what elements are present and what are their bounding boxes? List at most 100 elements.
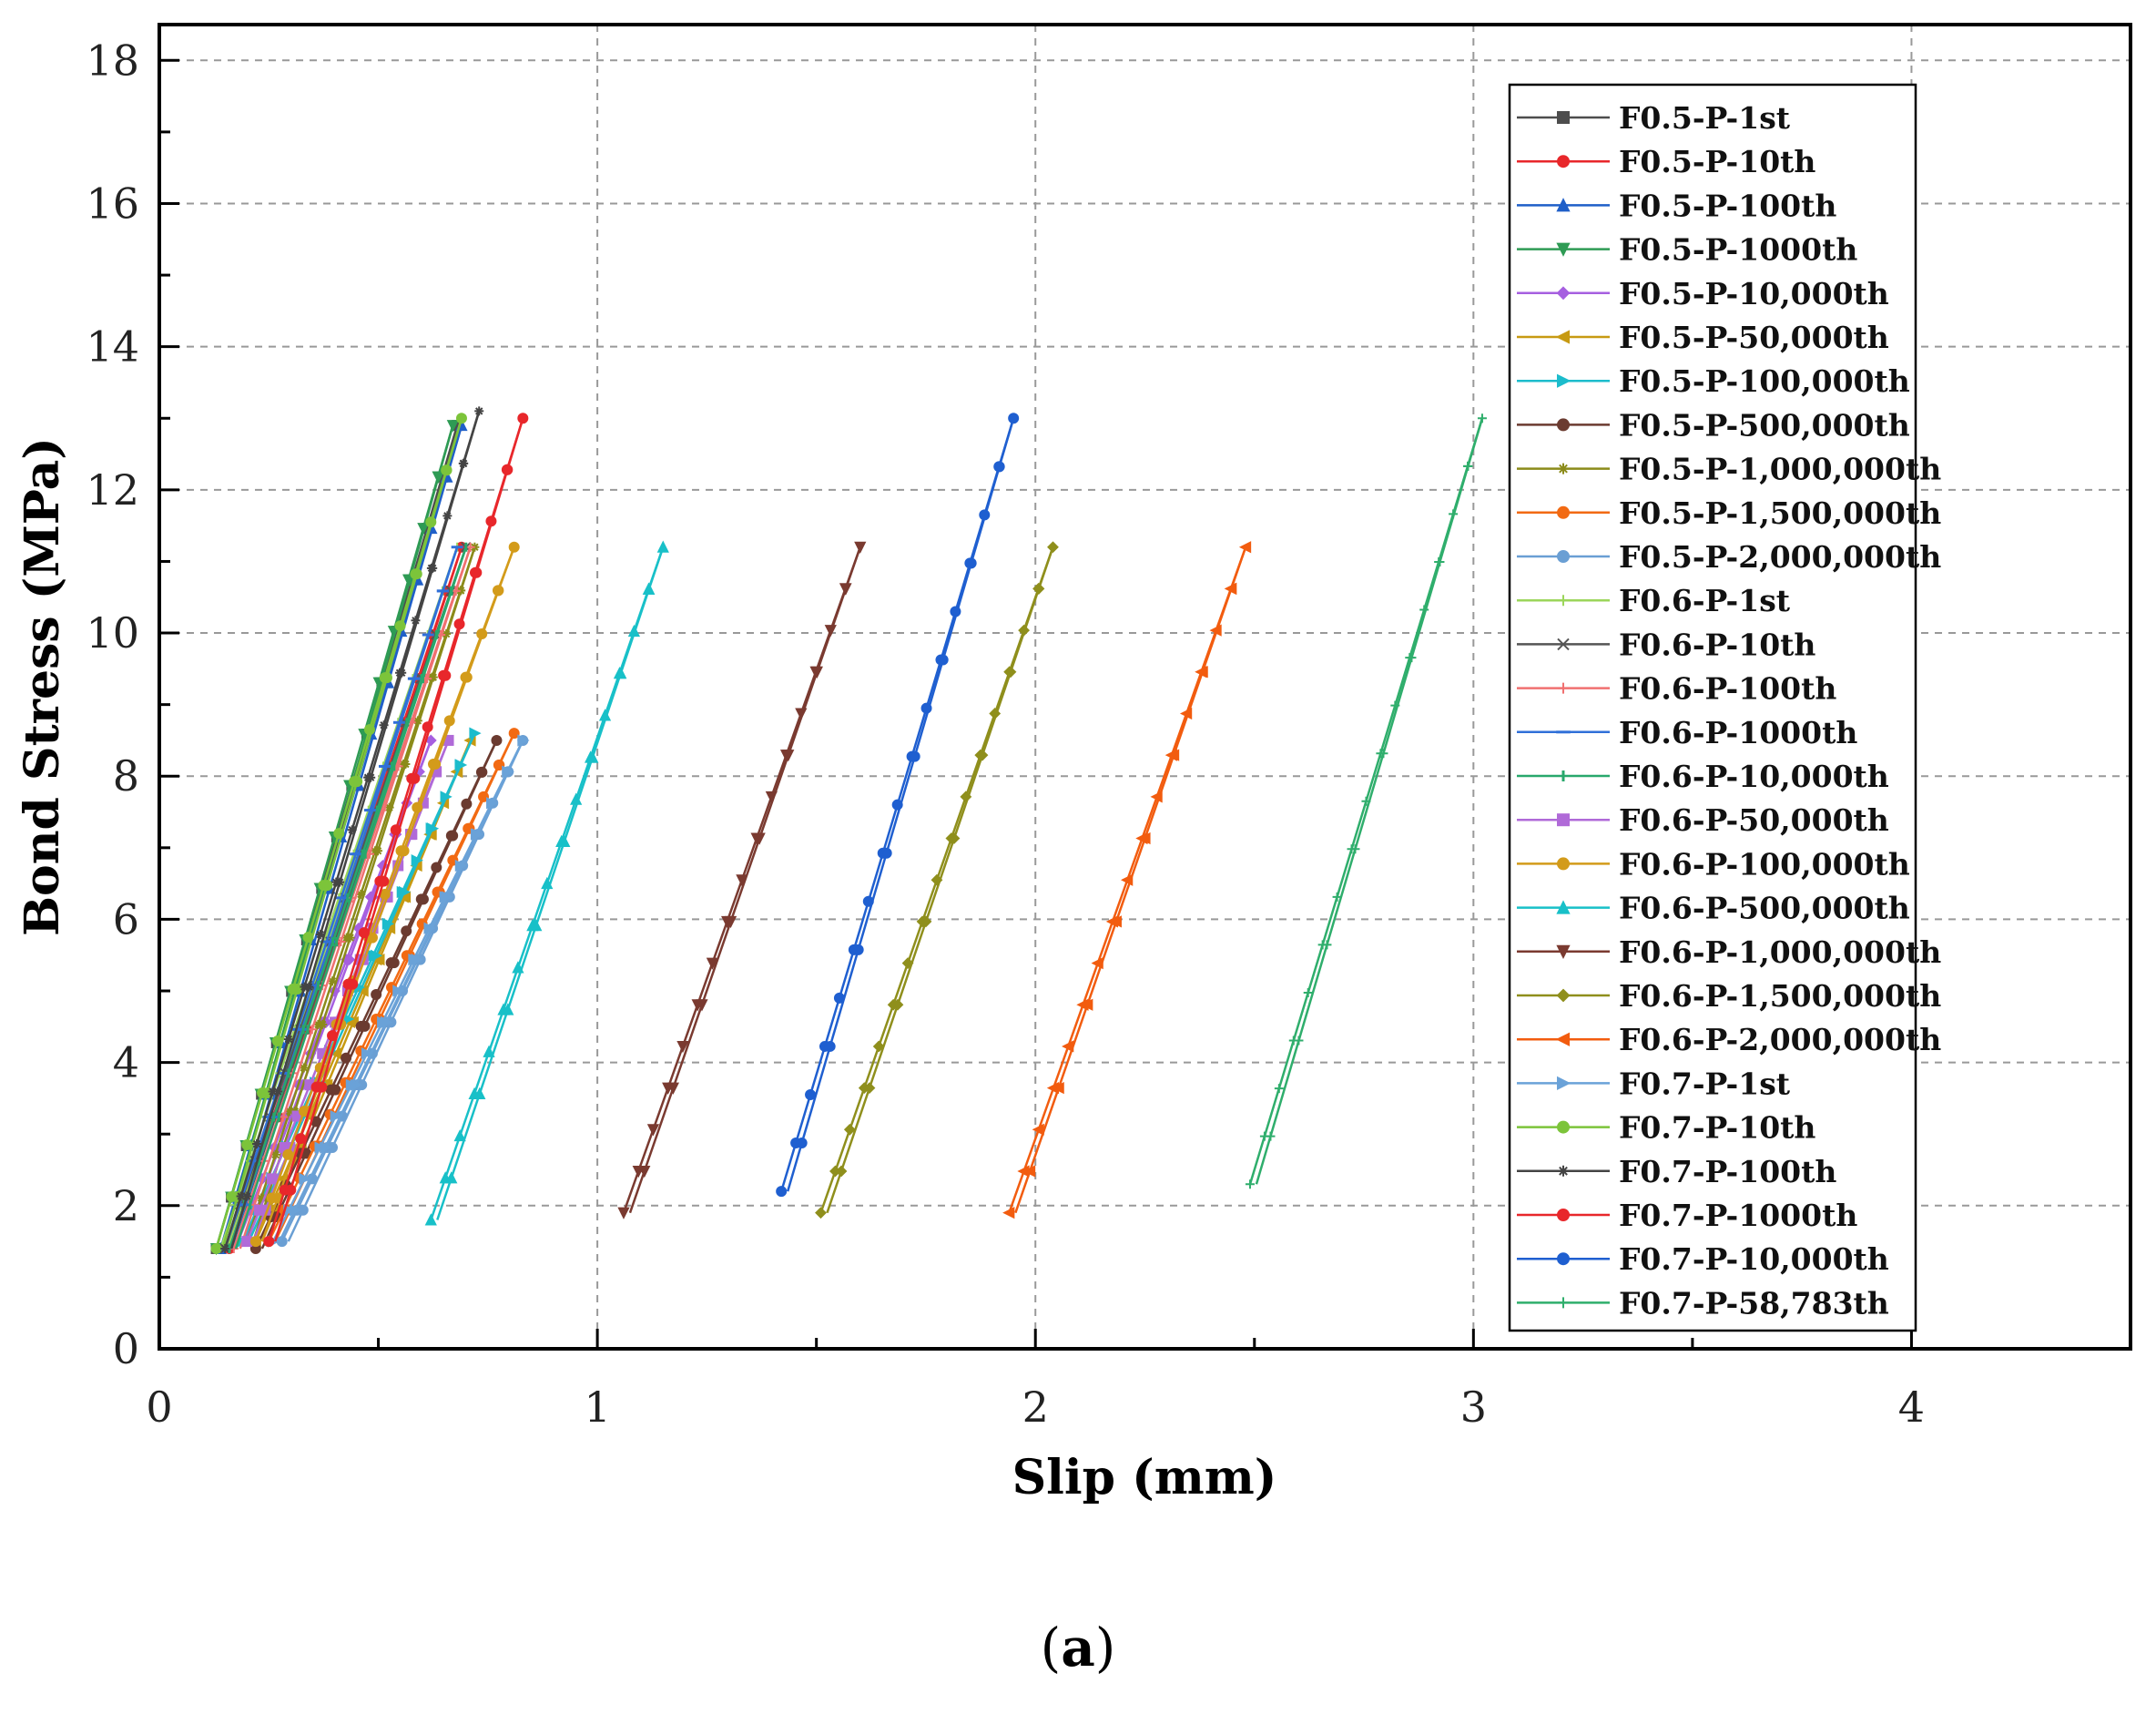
data-point <box>1018 624 1031 637</box>
data-point <box>378 875 390 887</box>
data-point <box>242 1191 252 1201</box>
data-point <box>1556 900 1571 914</box>
data-point <box>1556 242 1571 257</box>
y-tick-label: 4 <box>113 1038 139 1087</box>
data-point <box>1032 583 1045 595</box>
data-point <box>736 874 748 887</box>
data-point <box>852 944 864 955</box>
y-tick-label: 6 <box>113 894 139 944</box>
data-point <box>440 669 452 681</box>
data-point <box>1558 595 1569 607</box>
data-point <box>1435 556 1445 566</box>
data-point <box>558 834 571 847</box>
data-point <box>430 758 442 770</box>
data-point <box>371 988 382 1000</box>
data-point <box>979 509 991 521</box>
data-point <box>359 1020 371 1032</box>
legend-item: F0.6-P-10,000th <box>1517 759 1889 794</box>
data-point <box>347 978 359 990</box>
data-point <box>455 413 467 424</box>
series-F0.6-P-2,000,000th <box>1002 541 1252 1219</box>
data-point <box>347 825 357 835</box>
data-point <box>920 915 932 928</box>
data-point <box>1332 892 1342 902</box>
legend-item: F0.5-P-10,000th <box>1517 276 1889 311</box>
data-point <box>1556 944 1571 960</box>
data-point <box>502 464 514 475</box>
data-point <box>937 654 949 666</box>
data-point <box>1062 1040 1074 1053</box>
legend-label: F0.6-P-1,500,000th <box>1619 978 1941 1014</box>
legend-label: F0.6-P-1000th <box>1619 715 1857 750</box>
data-point <box>442 629 452 639</box>
data-point <box>266 1173 278 1185</box>
data-point <box>920 702 932 714</box>
y-tick-label: 18 <box>86 36 139 85</box>
data-point <box>1463 461 1473 471</box>
data-point <box>901 957 914 969</box>
data-point <box>289 1204 302 1217</box>
legend: F0.5-P-1st F0.5-P-10th F0.5-P-100th F0.5-P-… <box>1508 83 1941 1332</box>
data-point <box>1557 550 1570 563</box>
data-point <box>424 734 437 747</box>
legend-item: F0.5-P-500,000th <box>1517 407 1910 443</box>
legend-item: F0.5-P-100,000th <box>1517 363 1910 399</box>
data-point <box>333 828 345 840</box>
data-point <box>1557 1076 1571 1091</box>
data-point <box>1557 1209 1570 1221</box>
data-point <box>356 889 366 899</box>
legend-label: F0.7-P-10th <box>1619 1110 1815 1146</box>
data-point <box>805 1088 817 1100</box>
data-point <box>384 802 394 812</box>
legend-item: F0.6-P-50,000th <box>1517 802 1889 838</box>
data-point <box>1081 998 1093 1011</box>
data-point <box>960 791 972 803</box>
data-point <box>1350 844 1360 854</box>
data-point <box>1022 1165 1036 1178</box>
series-F0.7-P-1st <box>268 734 530 1248</box>
data-point <box>950 606 961 617</box>
series-F0.7-P-10,000th <box>776 413 1020 1198</box>
data-point <box>379 720 389 730</box>
data-point <box>1558 1297 1569 1309</box>
data-point <box>862 895 874 907</box>
data-point <box>302 932 314 944</box>
data-point <box>1557 857 1570 871</box>
data-point <box>411 616 421 626</box>
data-point <box>361 1047 374 1060</box>
data-point <box>411 568 422 580</box>
data-point <box>1138 831 1151 845</box>
data-point <box>249 1236 261 1248</box>
series-F0.7-P-1000th <box>263 413 529 1248</box>
data-point <box>1266 1131 1276 1141</box>
data-point <box>476 628 488 640</box>
data-point <box>472 828 484 841</box>
data-point <box>491 734 503 746</box>
data-point <box>1419 605 1429 615</box>
data-point <box>493 759 505 770</box>
data-point <box>863 1082 876 1095</box>
data-point <box>358 927 370 939</box>
data-point <box>422 721 433 733</box>
data-point <box>428 672 438 682</box>
data-point <box>512 961 524 974</box>
data-point <box>676 1040 689 1054</box>
data-point <box>493 585 504 597</box>
data-point <box>381 1015 393 1029</box>
data-point <box>372 954 385 966</box>
legend-label: F0.5-P-1st <box>1619 100 1791 136</box>
legend-label: F0.6-P-50,000th <box>1619 802 1889 838</box>
data-point <box>469 727 482 740</box>
legend-item: F0.5-P-50,000th <box>1517 320 1889 355</box>
data-point <box>398 885 412 899</box>
panel-label: (a) <box>1040 1617 1116 1678</box>
legend-item: F0.6-P-1,500,000th <box>1517 978 1941 1014</box>
legend-label: F0.5-P-100th <box>1619 188 1836 223</box>
data-point <box>1109 915 1122 928</box>
data-point <box>343 954 356 966</box>
data-point <box>839 583 852 596</box>
data-point <box>948 832 961 844</box>
data-point <box>282 1148 294 1160</box>
data-point <box>570 792 583 805</box>
data-point <box>351 776 363 788</box>
